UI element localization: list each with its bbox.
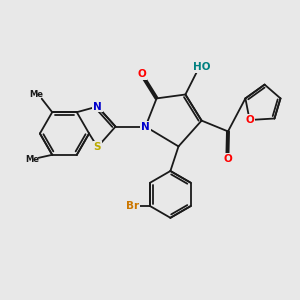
Text: N: N: [141, 122, 150, 132]
Text: Me: Me: [25, 155, 39, 164]
Text: N: N: [93, 101, 102, 112]
Text: HO: HO: [194, 62, 211, 72]
Text: S: S: [94, 142, 101, 152]
Text: O: O: [223, 154, 232, 164]
Text: Br: Br: [127, 201, 140, 211]
Text: O: O: [245, 115, 254, 125]
Text: O: O: [137, 69, 146, 80]
Text: Me: Me: [29, 90, 43, 99]
